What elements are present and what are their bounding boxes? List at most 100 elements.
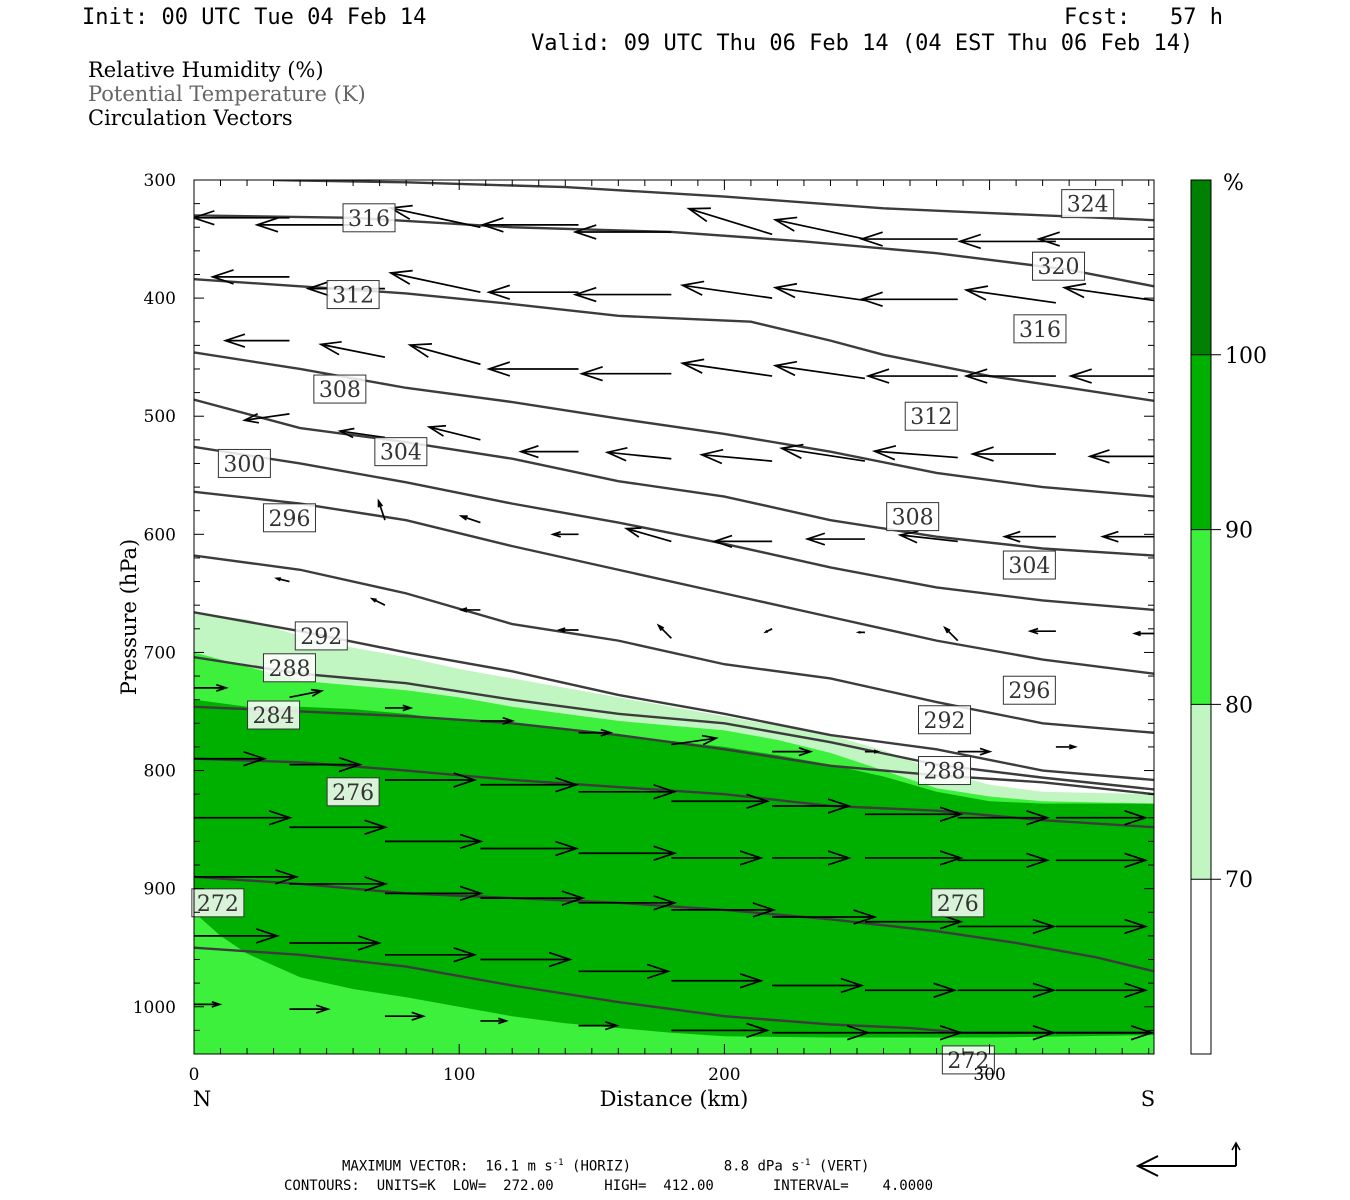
theta-label-box — [313, 374, 367, 404]
vector-head — [357, 935, 382, 951]
circulation-vector — [572, 224, 672, 240]
vector-head — [572, 286, 597, 303]
vector-head — [1068, 368, 1092, 384]
y-tick-label: 1000 — [133, 998, 176, 1018]
x-tick-label: 200 — [708, 1065, 740, 1085]
vector-head — [256, 928, 280, 944]
vector-shaft — [944, 627, 959, 642]
init-time: Init: 00 UTC Tue 04 Feb 14 — [82, 5, 427, 30]
theta-label: 288 — [262, 653, 316, 683]
vector-shaft — [340, 430, 386, 439]
vector-head — [556, 627, 566, 633]
circulation-vector — [679, 358, 773, 377]
circulation-vector — [578, 728, 614, 737]
vector-head — [1124, 852, 1149, 869]
circulation-vector — [957, 747, 993, 756]
vector-head — [211, 1001, 223, 1008]
circulation-vector — [772, 977, 865, 994]
circulation-vector — [957, 233, 1056, 250]
colorbar-level-label: 100 — [1225, 344, 1267, 369]
vector-head — [337, 427, 355, 439]
vector-head — [254, 217, 279, 233]
vert-label: (VERT) — [818, 1158, 870, 1175]
circulation-vector — [1055, 810, 1149, 826]
reference-vector-icon — [1135, 1141, 1241, 1177]
circulation-vector — [671, 902, 777, 918]
circulation-vector — [289, 876, 389, 892]
vector-shaft — [775, 219, 866, 240]
vector-head — [459, 885, 484, 902]
circulation-vector — [254, 217, 354, 233]
vector-head — [369, 597, 377, 603]
vector-head — [486, 361, 511, 377]
theta-label-text: 292 — [923, 709, 965, 734]
circulation-vector — [864, 749, 881, 754]
vector-shaft — [1064, 286, 1154, 302]
x-tick-label: 0 — [189, 1065, 200, 1085]
vector-head — [1061, 282, 1087, 299]
circulation-vector — [711, 534, 773, 549]
vector-head — [933, 982, 958, 998]
max-vector-prefix: MAXIMUM VECTOR: — [342, 1158, 469, 1175]
circulation-vector — [289, 819, 389, 835]
theta-label: 316 — [342, 203, 396, 233]
circulation-vector — [480, 840, 580, 857]
theta-label-box — [262, 503, 316, 533]
theta-label: 300 — [217, 448, 271, 478]
y-tick-label: 300 — [144, 171, 176, 191]
vector-head — [1087, 449, 1110, 464]
vector-head — [1026, 852, 1051, 869]
vector-shaft — [900, 534, 958, 543]
theta-label-box — [294, 621, 348, 651]
vector-head — [679, 358, 705, 374]
circulation-vector — [384, 833, 484, 850]
y-tick-label: 800 — [144, 762, 176, 782]
circulation-vector — [859, 231, 958, 247]
circulation-vector — [1055, 1025, 1154, 1041]
theta-label-text: 316 — [348, 207, 390, 232]
circulation-vector — [963, 368, 1056, 384]
vector-head — [1027, 627, 1039, 635]
theta-label-box — [1032, 251, 1086, 281]
circulation-vector — [772, 216, 866, 240]
circulation-vector — [604, 447, 672, 462]
theta-label-box — [917, 756, 971, 786]
vector-head — [871, 445, 897, 461]
circulation-vector — [480, 1017, 509, 1025]
theta-label: 324 — [1061, 189, 1115, 219]
vector-shaft — [409, 344, 481, 366]
circulation-vector — [897, 530, 958, 544]
circulation-vector — [1055, 744, 1078, 750]
theta-contour — [194, 655, 1154, 791]
circulation-vector — [377, 498, 386, 521]
vector-head — [555, 776, 580, 793]
circulation-vector — [579, 365, 672, 382]
circulation-vector — [1061, 282, 1154, 302]
circulation-vector — [209, 269, 290, 285]
vector-head — [209, 269, 234, 285]
vector-head — [338, 756, 363, 773]
circulation-vector — [963, 285, 1056, 304]
circulation-vector — [194, 810, 293, 826]
circulation-vector — [671, 850, 764, 866]
vector-shaft — [874, 450, 958, 459]
circulation-vector — [763, 628, 773, 634]
theta-label-box — [1002, 550, 1056, 580]
theta-label-text: 284 — [253, 704, 295, 729]
vector-head — [1032, 918, 1057, 935]
circulation-vector — [486, 361, 579, 377]
x-tick-label: 300 — [973, 1065, 1005, 1085]
x-tick-label: 100 — [443, 1065, 475, 1085]
vector-head — [268, 810, 293, 826]
theta-contour — [194, 445, 1154, 612]
plot-frame — [193, 179, 1155, 1055]
theta-label: 312 — [904, 401, 958, 431]
theta-label-box — [886, 502, 940, 532]
vector-head — [561, 890, 586, 906]
circulation-vector — [871, 445, 958, 461]
vector-head — [969, 446, 994, 462]
circulation-vector — [486, 284, 579, 300]
max-vector-info: MAXIMUM VECTOR: 16.1 m s-1 (HORIZ) 8.8 d… — [342, 1158, 869, 1175]
theta-label-text: 312 — [910, 405, 952, 430]
vector-head — [377, 498, 384, 508]
